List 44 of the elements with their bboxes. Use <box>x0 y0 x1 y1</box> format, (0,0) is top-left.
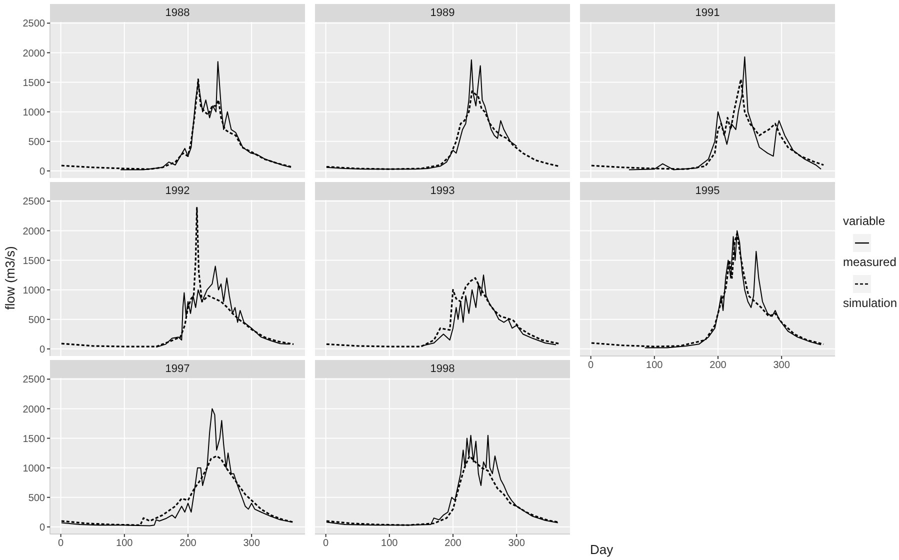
x-tick-label: 200 <box>180 538 197 550</box>
y-tick-label: 500 <box>28 492 46 504</box>
chart-title: 1998 <box>315 360 570 378</box>
legend-label: measured <box>843 255 898 269</box>
y-tick-label: 2000 <box>22 226 46 238</box>
y-tick-label: 2500 <box>22 374 46 386</box>
line-series <box>60 206 294 348</box>
y-tick-label: 0 <box>39 344 46 356</box>
chart-title: 1992 <box>50 182 305 200</box>
chart-title: 1993 <box>315 182 570 200</box>
x-tick-label: 0 <box>58 538 64 550</box>
y-tick-label: 0 <box>39 166 46 178</box>
chart-title: 1989 <box>315 4 570 22</box>
x-tick-label: 100 <box>381 538 398 550</box>
legend-title: variable <box>843 214 886 228</box>
x-tick-label: 100 <box>646 360 664 372</box>
x-tick-label: 200 <box>444 538 462 550</box>
x-tick-label: 300 <box>508 538 526 550</box>
y-tick-label: 1500 <box>22 256 46 267</box>
y-tick-label: 2000 <box>22 48 46 60</box>
x-tick-label: 300 <box>773 360 790 372</box>
x-tick-label: 0 <box>323 538 330 550</box>
y-tick-label: 1000 <box>22 285 46 296</box>
y-tick-label: 500 <box>28 314 46 326</box>
y-axis-title: flow (m3/s) <box>2 246 18 310</box>
x-tick-label: 0 <box>588 360 594 372</box>
y-tick-label: 2000 <box>22 404 46 416</box>
x-axis-title: Day <box>590 542 614 557</box>
y-tick-label: 1500 <box>22 78 46 89</box>
chart-title: 1988 <box>50 4 305 22</box>
x-tick-label: 300 <box>243 538 260 550</box>
y-tick-label: 1500 <box>22 434 46 445</box>
x-tick-label: 100 <box>116 538 134 550</box>
x-tick-label: 200 <box>710 360 727 372</box>
y-tick-label: 1000 <box>22 463 46 474</box>
y-tick-label: 500 <box>28 136 46 148</box>
chart-title: 1991 <box>580 4 835 22</box>
y-tick-label: 1000 <box>22 107 46 118</box>
chart-title: 1997 <box>50 360 305 378</box>
legend-label: simulation <box>843 296 898 310</box>
y-tick-label: 2500 <box>22 196 46 208</box>
y-tick-label: 2500 <box>22 18 46 30</box>
y-tick-label: 0 <box>39 522 46 534</box>
chart-title: 1995 <box>580 182 835 200</box>
